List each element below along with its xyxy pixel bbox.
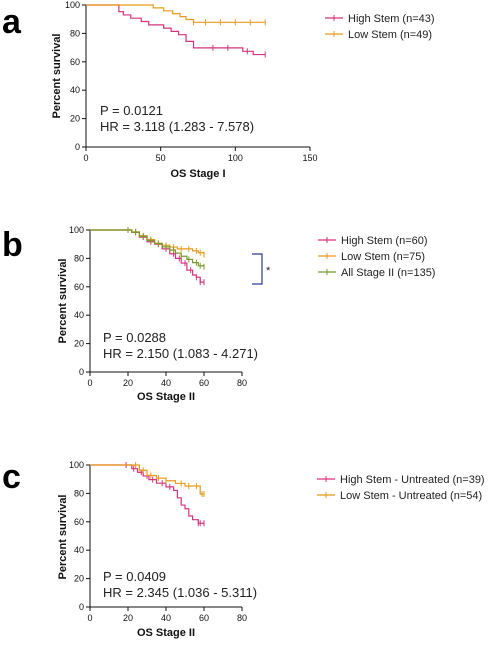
- panel-a-axes: 0 20 40 60 80 100 0 50 100 150: [65, 0, 318, 163]
- panel-b-axes: 0 20 40 60 80 100 0 20 40 60 80: [69, 225, 247, 388]
- legend-label-high-stem: High Stem (n=43): [348, 13, 435, 25]
- panel-b: b 0 20 40 60 80 100 0 20 40 60 80 OS Stage II Perc…: [2, 225, 435, 403]
- x-tick-label: 0: [87, 613, 92, 623]
- survival-curve-low-stem-untreated: [90, 464, 204, 495]
- panel-c-xlabel: OS Stage II: [137, 627, 195, 639]
- y-tick-label: 100: [69, 460, 84, 470]
- y-tick-label: 40: [74, 310, 84, 320]
- y-tick-label: 80: [74, 488, 84, 498]
- legend-label-high-stem: High Stem (n=60): [341, 235, 428, 247]
- panel-a-legend: High Stem (n=43) Low Stem (n=49): [325, 13, 435, 41]
- panel-c-legend: High Stem - Untreated (n=39) Low Stem - …: [317, 474, 485, 502]
- x-tick-label: 20: [123, 378, 133, 388]
- survival-curve-high-stem-untreated: [90, 464, 204, 524]
- panel-b-legend: High Stem (n=60) Low Stem (n=75) All Sta…: [318, 235, 435, 279]
- y-tick-label: 80: [70, 28, 80, 38]
- legend-label-high-stem-untreated: High Stem - Untreated (n=39): [340, 474, 485, 486]
- panel-b-xlabel: OS Stage II: [137, 391, 195, 403]
- survival-curve-all-stage-ii: [90, 229, 205, 267]
- panel-c-letter: c: [2, 458, 21, 496]
- x-tick-label: 20: [123, 613, 133, 623]
- panel-b-series: [90, 227, 205, 286]
- x-tick-label: 80: [237, 378, 247, 388]
- panel-b-significance-bracket: [252, 253, 263, 285]
- panel-a-hr: HR = 3.118 (1.283 - 7.578): [100, 119, 254, 134]
- y-tick-label: 20: [70, 114, 80, 124]
- panel-b-ylabel: Percent survival: [57, 259, 69, 344]
- panel-a-ylabel: Percent survival: [51, 34, 63, 119]
- panel-a-p-value: P = 0.0121: [100, 103, 163, 118]
- x-tick-label: 80: [237, 613, 247, 623]
- panel-c-hr: HR = 2.345 (1.036 - 5.311): [103, 585, 257, 600]
- x-tick-label: 100: [228, 153, 243, 163]
- panel-b-p-value: P = 0.0288: [103, 330, 166, 345]
- y-tick-label: 60: [70, 57, 80, 67]
- legend-label-low-stem-untreated: Low Stem - Untreated (n=54): [340, 490, 482, 502]
- legend-label-low-stem: Low Stem (n=49): [348, 29, 432, 41]
- x-tick-label: 0: [87, 378, 92, 388]
- panel-b-hr: HR = 2.150 (1.083 - 4.271): [103, 346, 258, 361]
- survival-curve-high-stem: [86, 4, 266, 56]
- x-tick-label: 60: [199, 613, 209, 623]
- panel-c-axes: 0 20 40 60 80 100 0 20 40 60 80: [69, 460, 247, 623]
- y-tick-label: 60: [74, 282, 84, 292]
- panel-c-series: [90, 462, 205, 527]
- legend-label-low-stem: Low Stem (n=75): [341, 251, 425, 263]
- panel-b-letter: b: [2, 226, 23, 264]
- panel-c-p-value: P = 0.0409: [103, 569, 166, 584]
- y-tick-label: 40: [70, 85, 80, 95]
- legend-label-all-stage-ii: All Stage II (n=135): [341, 267, 435, 279]
- y-tick-label: 40: [74, 545, 84, 555]
- survival-curve-low-stem: [86, 4, 266, 23]
- panel-a: a 0 20 40 60 80 100 0 50 100 150 OS Stage I Perce…: [2, 0, 435, 180]
- y-tick-label: 100: [65, 0, 80, 10]
- panel-c: c 0 20 40 60 80 100 0 20 40 60 80 OS Stage II Perc…: [2, 458, 485, 639]
- x-tick-label: 50: [156, 153, 166, 163]
- x-tick-label: 60: [199, 378, 209, 388]
- y-tick-label: 100: [69, 225, 84, 235]
- y-tick-label: 0: [75, 142, 80, 152]
- panel-a-series: [86, 4, 266, 58]
- y-tick-label: 20: [74, 339, 84, 349]
- panel-c-ylabel: Percent survival: [57, 495, 69, 580]
- panel-a-xlabel: OS Stage I: [170, 168, 225, 180]
- panel-a-letter: a: [2, 3, 22, 41]
- x-tick-label: 0: [83, 153, 88, 163]
- x-tick-label: 40: [161, 613, 171, 623]
- panel-b-significance-marker: *: [266, 265, 271, 277]
- y-tick-label: 20: [74, 574, 84, 584]
- y-tick-label: 0: [79, 367, 84, 377]
- y-tick-label: 80: [74, 253, 84, 263]
- y-tick-label: 0: [79, 602, 84, 612]
- y-tick-label: 60: [74, 517, 84, 527]
- x-tick-label: 40: [161, 378, 171, 388]
- x-tick-label: 150: [302, 153, 317, 163]
